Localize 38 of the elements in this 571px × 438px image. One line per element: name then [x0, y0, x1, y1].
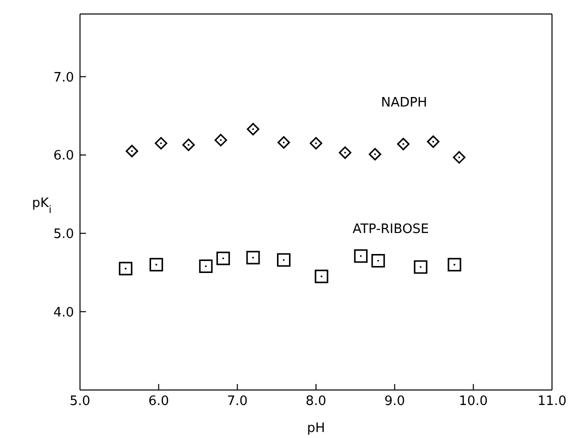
point — [150, 258, 164, 272]
x-tick-label: 5.0 — [70, 394, 90, 410]
point — [397, 138, 410, 150]
point — [368, 148, 382, 160]
point — [426, 135, 440, 148]
point — [182, 138, 195, 152]
text: NADPH — [380, 95, 428, 110]
x-tick-label: 8.0 — [306, 394, 326, 410]
y-tick-label: 7.0 — [53, 70, 74, 86]
x-axis-title: pH — [306, 421, 326, 436]
point — [118, 262, 132, 276]
point — [216, 252, 230, 266]
point — [310, 137, 322, 150]
y-tick-label: 5.0 — [53, 226, 74, 242]
x-tick-label: 6.0 — [148, 394, 170, 410]
point — [246, 250, 260, 264]
point — [314, 270, 328, 284]
y-tick-label: 4.0 — [53, 305, 74, 320]
point — [154, 137, 168, 150]
point — [448, 258, 462, 272]
y-axis-title: pK$_{i}$ — [32, 196, 52, 216]
point — [414, 260, 428, 274]
point — [276, 253, 290, 267]
x-tick-label: 9.0 — [384, 394, 406, 410]
point — [354, 249, 368, 263]
series-label: ATP-RIBOSE — [352, 222, 429, 238]
point — [338, 146, 352, 159]
point — [199, 259, 213, 273]
point — [452, 151, 466, 164]
y-tick-label: 6.0 — [53, 148, 74, 164]
point — [277, 136, 290, 149]
x-tick-label: 11.0 — [538, 394, 566, 410]
point — [126, 144, 138, 158]
point — [246, 122, 260, 136]
x-tick-label: 7.0 — [226, 394, 248, 410]
point — [214, 134, 228, 146]
x-tick-label: 10.0 — [458, 394, 488, 410]
point — [371, 254, 385, 268]
